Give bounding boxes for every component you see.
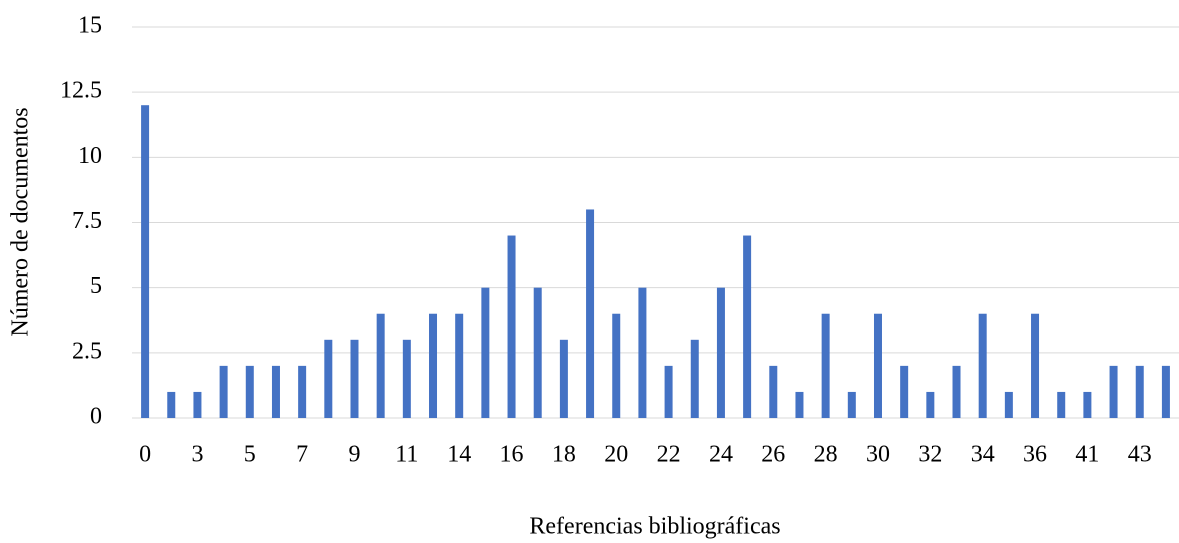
y-tick-label: 7.5 [72, 208, 102, 234]
bar [952, 365, 961, 418]
bar [1031, 313, 1040, 418]
bar [821, 313, 830, 418]
bar [900, 365, 909, 418]
y-tick-label: 12.5 [60, 78, 102, 104]
x-tick-label: 5 [244, 442, 256, 468]
bar [193, 391, 202, 418]
bar [978, 313, 987, 418]
x-tick-label: 9 [348, 442, 360, 468]
bar [664, 365, 673, 418]
bar [743, 235, 752, 418]
bar [298, 365, 307, 418]
bar [638, 287, 647, 418]
x-tick-label: 16 [500, 442, 524, 468]
x-tick-label: 24 [709, 442, 733, 468]
bar [1004, 391, 1013, 418]
bar [926, 391, 935, 418]
x-tick-label: 18 [552, 442, 576, 468]
x-tick-label: 0 [139, 442, 151, 468]
bar [455, 313, 464, 418]
bar [481, 287, 490, 418]
x-tick-label: 7 [296, 442, 308, 468]
bar [429, 313, 438, 418]
x-tick-label: 32 [918, 442, 942, 468]
x-axis-label: Referencias bibliográficas [529, 514, 780, 540]
bar [612, 313, 621, 418]
y-tick-label: 15 [78, 13, 102, 39]
bar [559, 339, 568, 418]
bar [873, 313, 882, 418]
bar [1057, 391, 1066, 418]
x-tick-label: 22 [657, 442, 681, 468]
x-tick-label: 36 [1023, 442, 1047, 468]
bar [690, 339, 699, 418]
bar [167, 391, 176, 418]
bar [350, 339, 359, 418]
y-tick-label: 10 [78, 143, 102, 169]
bar [795, 391, 804, 418]
bar [245, 365, 254, 418]
bar [847, 391, 856, 418]
x-tick-label: 34 [971, 442, 995, 468]
x-tick-label: 41 [1075, 442, 1099, 468]
bar [324, 339, 333, 418]
bar [507, 235, 516, 418]
bar [533, 287, 542, 418]
bar [402, 339, 411, 418]
bar [1161, 365, 1170, 418]
y-tick-label: 5 [90, 273, 102, 299]
x-tick-label: 20 [604, 442, 628, 468]
y-tick-label: 2.5 [72, 338, 102, 364]
x-tick-label: 26 [761, 442, 785, 468]
x-tick-label: 30 [866, 442, 890, 468]
x-tick-label: 14 [447, 442, 471, 468]
x-tick-label: 28 [814, 442, 838, 468]
bar [376, 313, 385, 418]
x-tick-label: 3 [191, 442, 203, 468]
bar [1083, 391, 1092, 418]
x-tick-label: 11 [395, 442, 418, 468]
bar [1135, 365, 1144, 418]
x-tick-label: 43 [1128, 442, 1152, 468]
bar [271, 365, 280, 418]
y-tick-label: 0 [90, 404, 102, 430]
bar [141, 105, 150, 418]
y-axis-label: Número de documentos [8, 107, 34, 336]
bar [716, 287, 725, 418]
bar [219, 365, 228, 418]
bar [769, 365, 778, 418]
bar [586, 209, 595, 418]
bar [1109, 365, 1118, 418]
